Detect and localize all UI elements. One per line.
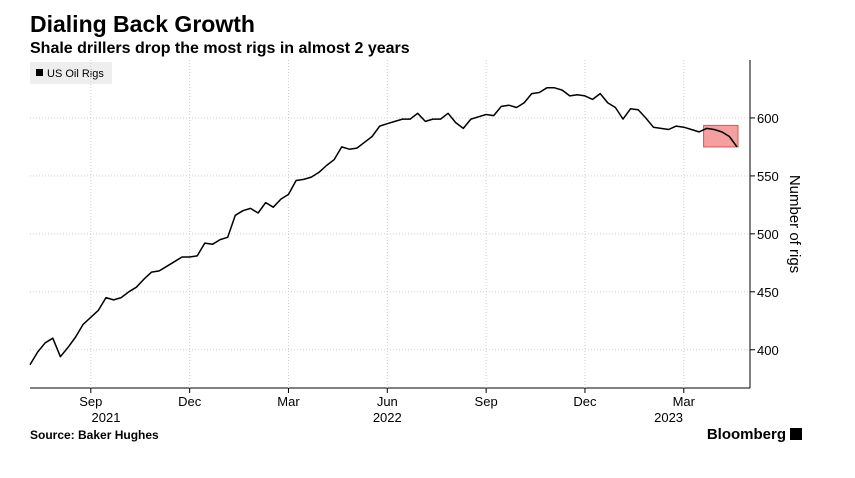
legend-swatch (36, 69, 43, 76)
legend-label: US Oil Rigs (47, 68, 104, 80)
highlight-box (703, 124, 739, 148)
chart-title: Dialing Back Growth (30, 11, 255, 37)
y-tick-label: 600 (757, 111, 779, 126)
x-tick-label: Dec (573, 394, 597, 409)
data-line (29, 87, 738, 366)
chart-subtitle: Shale drillers drop the most rigs in alm… (30, 40, 410, 57)
x-tick-label: Sep (79, 394, 102, 409)
brand-icon (790, 428, 802, 440)
y-tick-label: 400 (757, 343, 779, 358)
y-tick-label: 550 (757, 169, 779, 184)
x-tick-label: Jun (377, 394, 398, 409)
brand: Bloomberg (707, 426, 786, 443)
y-tick-label: 450 (757, 285, 779, 300)
x-tick-label: Sep (475, 394, 498, 409)
y-axis-label: Number of rigs (786, 175, 803, 273)
source: Source: Baker Hughes (30, 428, 159, 442)
x-tick-label: Dec (178, 394, 202, 409)
x-year-label: 2022 (373, 410, 402, 425)
legend-box (30, 62, 112, 84)
y-tick-label: 500 (757, 227, 779, 242)
x-year-label: 2023 (654, 410, 683, 425)
x-tick-label: Mar (277, 394, 300, 409)
x-year-label: 2021 (92, 410, 121, 425)
x-tick-label: Mar (673, 394, 696, 409)
